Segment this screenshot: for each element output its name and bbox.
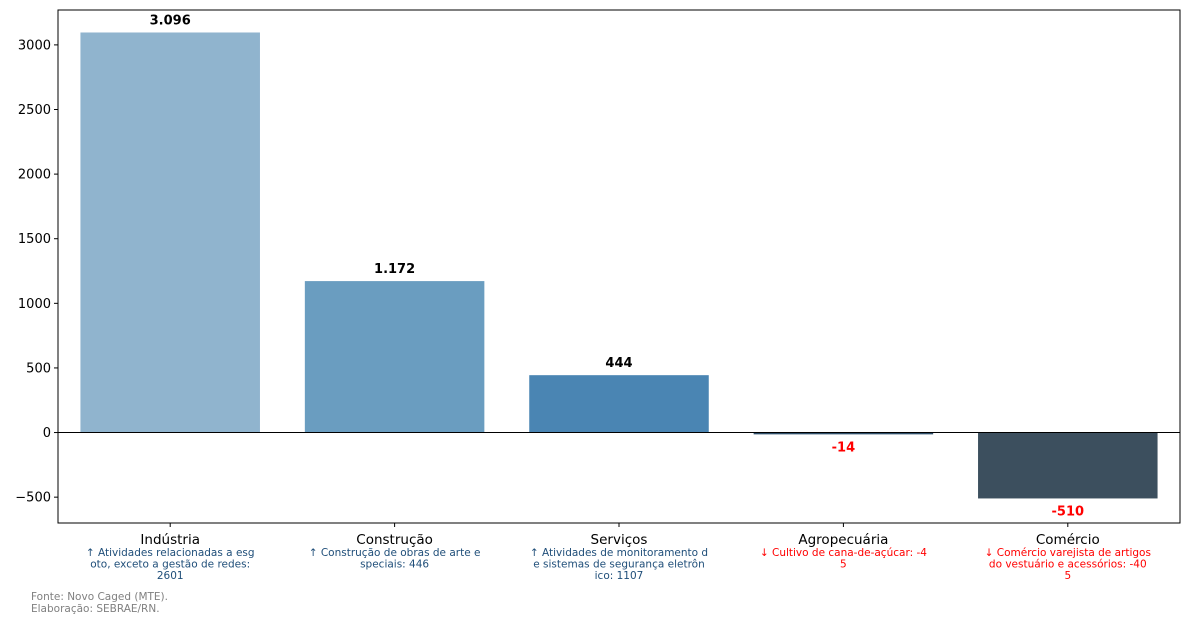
y-axis: −500 0 500 1000 1500 2000 2500 3000 — [15, 38, 58, 506]
note-3-line-1: 5 — [840, 559, 847, 571]
x-tick-label-1: Construção — [356, 532, 433, 548]
note-4-line-1: do vestuário e acessórios: -40 — [989, 559, 1147, 571]
bar-2 — [529, 375, 709, 433]
value-label-3: -14 — [832, 440, 856, 455]
bar-1 — [304, 281, 485, 433]
value-label-1: 1.172 — [374, 262, 415, 277]
footer-credit: Elaboração: SEBRAE/RN. — [31, 603, 160, 615]
bar-3 — [753, 432, 934, 435]
note-0-line-2: 2601 — [157, 570, 184, 582]
x-axis: Indústria Construção Serviços Agropecuária C… — [140, 523, 1100, 548]
note-4-line-0: ↓ Comércio varejista de artigos — [985, 547, 1151, 559]
note-4-line-2: 5 — [1064, 570, 1071, 582]
footer-source: Fonte: Novo Caged (MTE). — [31, 591, 168, 603]
note-2-line-2: ico: 1107 — [595, 570, 644, 582]
y-tick-label-2: 500 — [26, 361, 51, 376]
y-tick-label-7: 3000 — [18, 38, 51, 53]
note-3-line-0: ↓ Cultivo de cana-de-açúcar: -4 — [760, 547, 927, 559]
note-2-line-1: e sistemas de segurança eletrôn — [533, 559, 705, 571]
y-tick-label-4: 1500 — [18, 232, 51, 247]
value-label-4: -510 — [1052, 504, 1085, 519]
y-tick-label-3: 1000 — [18, 297, 51, 312]
y-tick-label-6: 2500 — [18, 103, 51, 118]
x-tick-label-0: Indústria — [140, 532, 200, 548]
value-label-0: 3.096 — [150, 13, 191, 28]
y-tick-label-1: 0 — [43, 426, 51, 441]
note-0-line-0: ↑ Atividades relacionadas a esg — [86, 547, 255, 559]
x-tick-label-4: Comércio — [1036, 532, 1100, 548]
bar-0 — [80, 32, 260, 433]
bar-4 — [978, 432, 1158, 499]
value-label-2: 444 — [605, 356, 632, 371]
y-tick-label-5: 2000 — [18, 168, 51, 183]
note-0-line-1: oto, exceto a gestão de redes: — [90, 559, 250, 571]
x-tick-label-2: Serviços — [591, 532, 648, 548]
x-tick-label-3: Agropecuária — [798, 532, 888, 548]
note-1-line-0: ↑ Construção de obras de arte e — [309, 547, 481, 559]
note-2-line-0: ↑ Atividades de monitoramento d — [530, 547, 708, 559]
bars-layer — [80, 32, 1158, 499]
value-labels: 3.096 1.172 444 -14 -510 — [150, 13, 1084, 519]
note-1-line-1: speciais: 446 — [360, 559, 429, 571]
y-tick-label-0: −500 — [15, 491, 51, 506]
